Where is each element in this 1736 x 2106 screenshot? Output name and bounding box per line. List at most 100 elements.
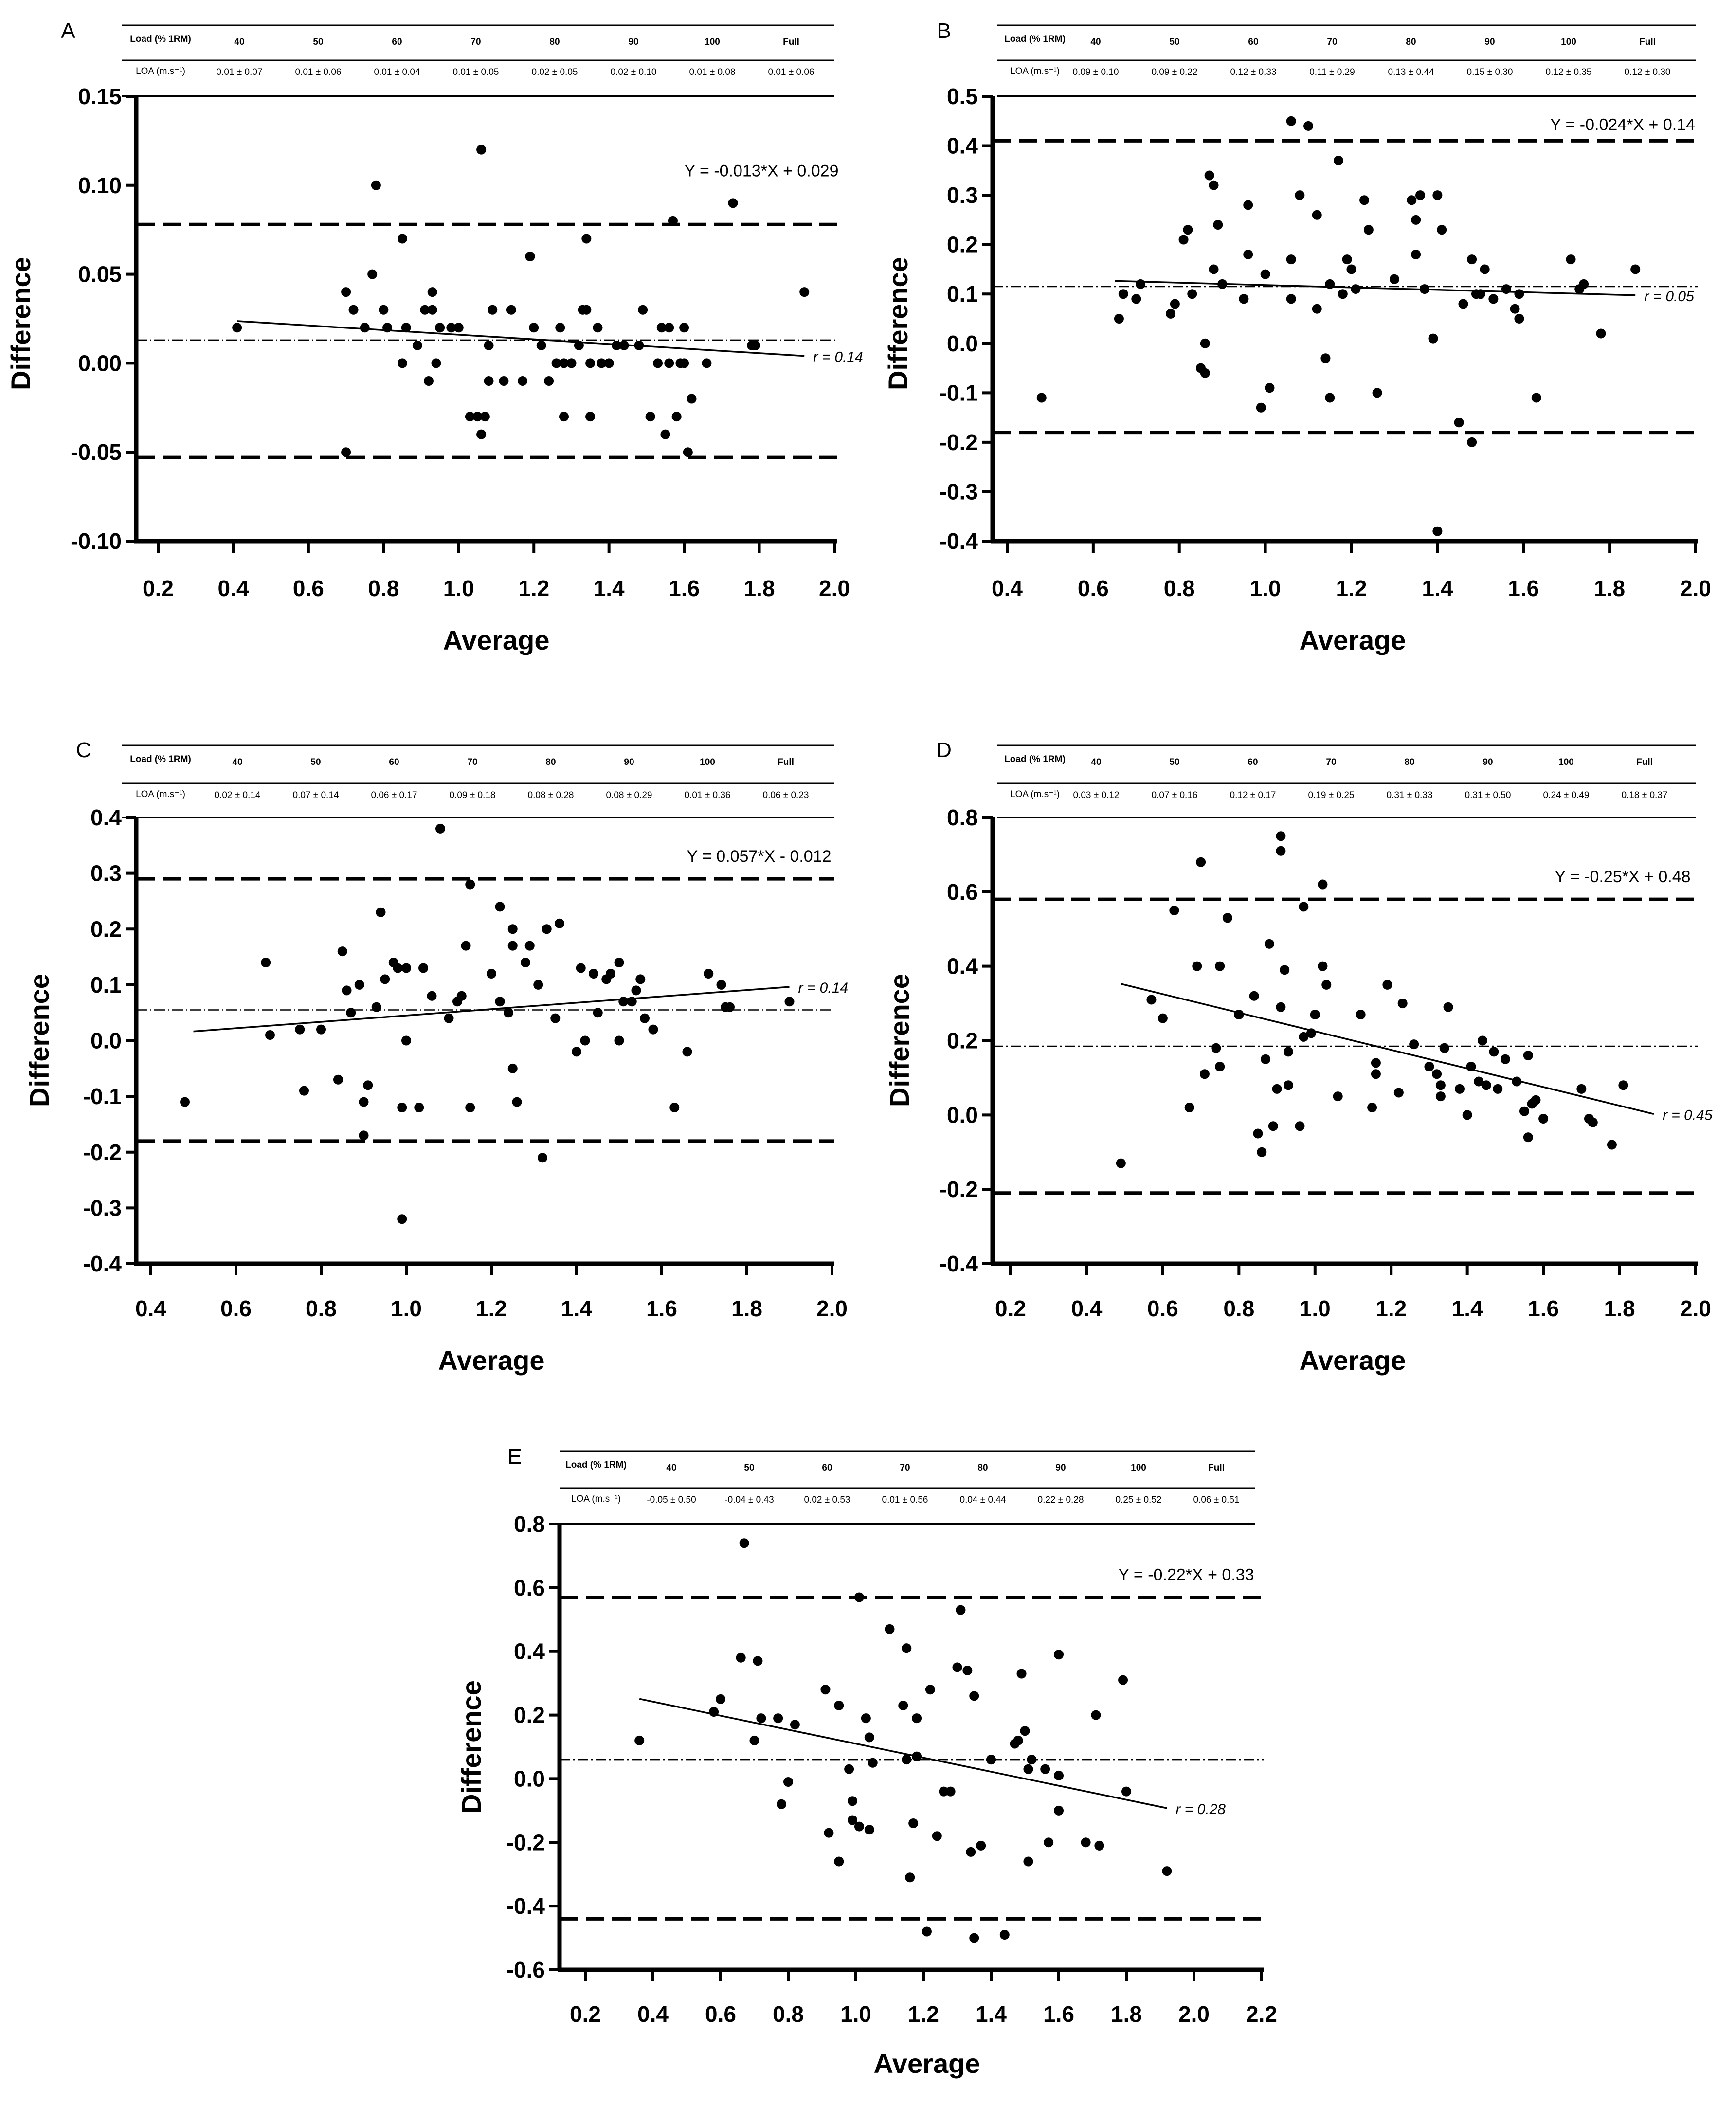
data-point: [487, 968, 496, 979]
data-point: [1351, 284, 1361, 294]
table-load-column: 90: [628, 37, 638, 47]
x-tick-label: 1.6: [669, 576, 700, 601]
x-tick-label: 2.2: [1246, 2001, 1277, 2027]
data-point: [627, 997, 637, 1007]
data-point: [1234, 1010, 1244, 1020]
data-point: [1411, 249, 1421, 259]
table-load-column: 80: [977, 1463, 988, 1473]
data-point: [656, 323, 667, 333]
data-point: [265, 1030, 275, 1040]
data-point: [550, 1013, 561, 1023]
table-loa-value: 0.31 ± 0.33: [1387, 790, 1433, 800]
data-point: [1432, 190, 1443, 200]
data-point: [669, 1103, 680, 1113]
data-point: [640, 1013, 650, 1023]
x-tick-label: 0.4: [992, 576, 1023, 601]
table-load-column: 40: [232, 757, 242, 767]
panels-container: A Load (% 1RM) LOA (m.s⁻¹) 40 0.01 ± 0.07 50 0…: [5, 19, 1713, 2079]
panel-letter: C: [76, 738, 91, 762]
data-point: [1187, 289, 1197, 299]
data-point: [1268, 1121, 1278, 1131]
data-point: [1467, 437, 1477, 447]
x-tick-label: 1.6: [1528, 1296, 1559, 1321]
data-point: [1044, 1837, 1054, 1848]
table-loa-value: 0.06 ± 0.17: [371, 790, 417, 800]
table-load-column: 80: [545, 757, 556, 767]
y-axis-title: Difference: [884, 974, 915, 1107]
y-axis-title: Difference: [883, 257, 913, 390]
data-point: [1382, 980, 1392, 990]
y-tick-label: -0.1: [83, 1084, 122, 1109]
data-point: [1519, 1106, 1529, 1116]
data-point: [589, 968, 598, 979]
regression-line: [237, 320, 805, 357]
data-point: [359, 1097, 369, 1107]
data-point: [854, 1821, 864, 1832]
data-point: [969, 1691, 979, 1701]
data-point: [337, 946, 347, 957]
data-point: [885, 1624, 895, 1634]
data-point: [999, 1930, 1010, 1940]
data-point: [1184, 1103, 1194, 1113]
data-point: [612, 340, 622, 350]
data-point: [1257, 1147, 1267, 1157]
x-tick-label: 1.6: [1508, 576, 1539, 601]
y-axis-title: Difference: [5, 257, 36, 390]
table-load-column: 100: [705, 37, 720, 47]
data-point: [525, 252, 535, 262]
data-point: [1183, 225, 1193, 235]
data-point: [1424, 1061, 1434, 1071]
data-point: [465, 412, 475, 422]
data-point: [521, 958, 530, 968]
x-tick-label: 1.4: [1452, 1296, 1483, 1321]
data-point: [397, 358, 407, 368]
table-load-column: 60: [392, 37, 402, 47]
data-point: [484, 376, 494, 386]
regression-line: [1121, 983, 1654, 1115]
x-tick-label: 1.6: [646, 1296, 677, 1321]
table-load-column: Full: [1208, 1463, 1225, 1473]
data-point: [538, 1153, 547, 1163]
data-point: [506, 305, 516, 315]
data-point: [1371, 1058, 1381, 1068]
data-point: [645, 412, 655, 422]
panel-c: C Load (% 1RM) LOA (m.s⁻¹) 40 0.02 ± 0.14 50 0…: [24, 738, 848, 1376]
data-point: [1023, 1764, 1033, 1774]
regression-line: [639, 1698, 1167, 1809]
y-tick-label: 0.8: [514, 1511, 545, 1537]
table-loa-value: 0.12 ± 0.17: [1230, 790, 1276, 800]
x-tick-label: 0.4: [637, 2001, 669, 2027]
data-point: [1116, 1158, 1126, 1168]
data-point: [1596, 328, 1606, 339]
data-point: [1432, 1069, 1442, 1079]
data-point: [709, 1707, 719, 1717]
data-point: [848, 1815, 858, 1825]
x-axis-title: Average: [438, 1345, 545, 1376]
table-loa-value: 0.01 ± 0.06: [295, 67, 342, 77]
table-loa-value: 0.25 ± 0.52: [1116, 1495, 1162, 1505]
x-tick-label: 0.4: [1071, 1296, 1102, 1321]
data-point: [232, 323, 242, 333]
table-load-column: 50: [313, 37, 323, 47]
y-tick-label: -0.6: [506, 1957, 545, 1982]
data-point: [1363, 225, 1374, 235]
data-point: [1475, 289, 1485, 299]
data-point: [1325, 279, 1335, 289]
table-load-column: 50: [310, 757, 321, 767]
y-tick-label: 0.1: [947, 281, 978, 307]
y-tick-label: 0.2: [514, 1703, 545, 1728]
x-tick-label: 0.2: [995, 1296, 1026, 1321]
data-point: [635, 974, 646, 984]
table-load-label: Load (% 1RM): [1004, 34, 1066, 44]
data-point: [1439, 1043, 1449, 1053]
data-point: [868, 1758, 878, 1768]
x-tick-label: 0.2: [570, 2001, 601, 2027]
data-point: [465, 879, 475, 890]
x-tick-label: 1.0: [391, 1296, 422, 1321]
data-point: [1299, 902, 1309, 912]
data-point: [371, 180, 381, 190]
table-load-column: 90: [624, 757, 634, 767]
data-point: [1333, 1091, 1343, 1102]
table-loa-label: LOA (m.s⁻¹): [1010, 66, 1060, 76]
